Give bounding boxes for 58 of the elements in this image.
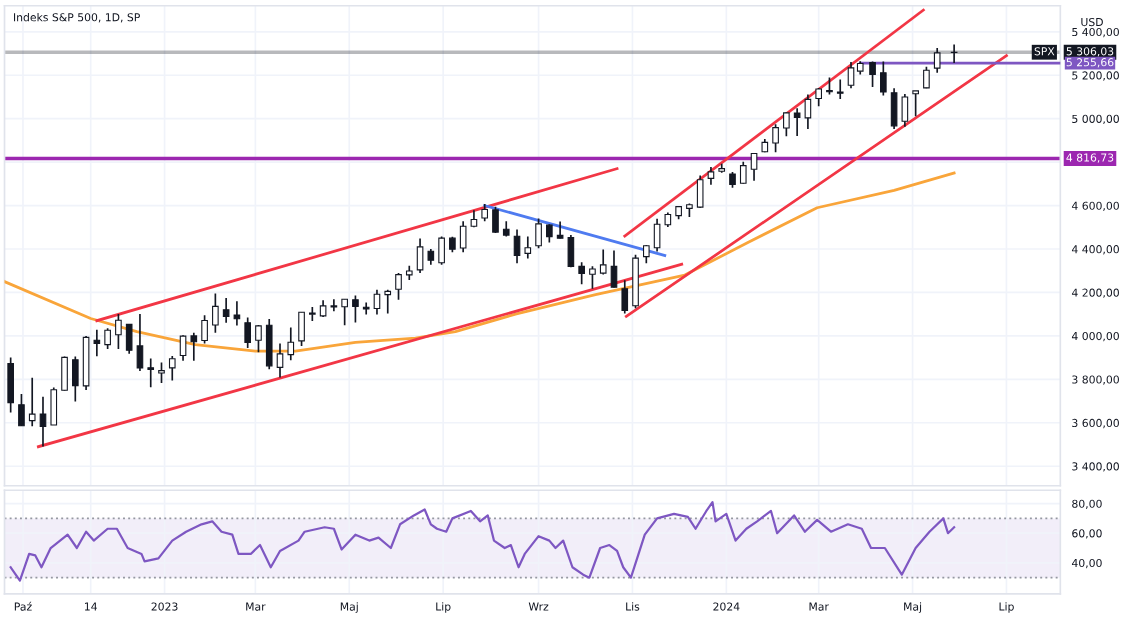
candlestick — [39, 395, 47, 448]
candlestick — [621, 279, 629, 315]
candlestick — [912, 90, 919, 118]
candlestick — [341, 298, 348, 327]
candlestick — [352, 294, 359, 324]
candlestick — [190, 331, 198, 362]
candlestick — [696, 174, 704, 209]
candlestick — [362, 301, 370, 316]
candlestick — [244, 316, 252, 349]
candlestick — [18, 393, 25, 427]
candlestick — [750, 152, 758, 182]
candlestick — [265, 318, 273, 371]
candlestick — [147, 357, 155, 388]
candlestick — [535, 217, 542, 250]
candlestick — [61, 355, 68, 392]
candlestick — [869, 60, 876, 88]
candlestick — [71, 355, 79, 403]
candlestick — [201, 314, 208, 345]
candlestick — [212, 292, 219, 334]
candlestick — [104, 327, 111, 350]
candlestick — [50, 386, 58, 426]
candlestick — [158, 361, 165, 384]
line-series — [9, 500, 956, 582]
candlestick — [923, 65, 930, 90]
candlestick — [255, 324, 262, 354]
candlestick — [599, 248, 607, 276]
candlestick — [309, 306, 316, 322]
candlestick — [578, 261, 585, 286]
candlestick — [125, 323, 133, 355]
candlestick — [384, 288, 392, 315]
candlestick — [546, 223, 553, 244]
candlestick — [115, 313, 122, 350]
candlestick — [276, 342, 284, 379]
candlestick — [610, 249, 618, 289]
candlestick — [168, 355, 176, 382]
candlestick — [28, 376, 36, 428]
candlestick — [836, 78, 844, 100]
candlestick — [632, 253, 639, 310]
line-series — [4, 171, 956, 353]
candlestick — [933, 47, 941, 74]
candlestick — [492, 205, 499, 234]
candlestick — [298, 311, 305, 347]
candlestick — [642, 244, 650, 265]
candlestick — [459, 220, 467, 254]
candlestick — [416, 237, 424, 274]
candlestick — [395, 272, 402, 301]
candlestick — [287, 326, 295, 362]
candlestick — [783, 111, 790, 138]
candlestick — [136, 313, 144, 372]
candlestick — [880, 60, 887, 97]
candlestick — [772, 123, 779, 154]
candlestick — [524, 235, 532, 260]
candlestick — [815, 87, 823, 108]
candlestick — [7, 356, 14, 414]
candlestick — [589, 265, 596, 290]
candlestick — [739, 160, 747, 185]
candlestick — [179, 334, 187, 362]
candlestick — [438, 235, 445, 266]
